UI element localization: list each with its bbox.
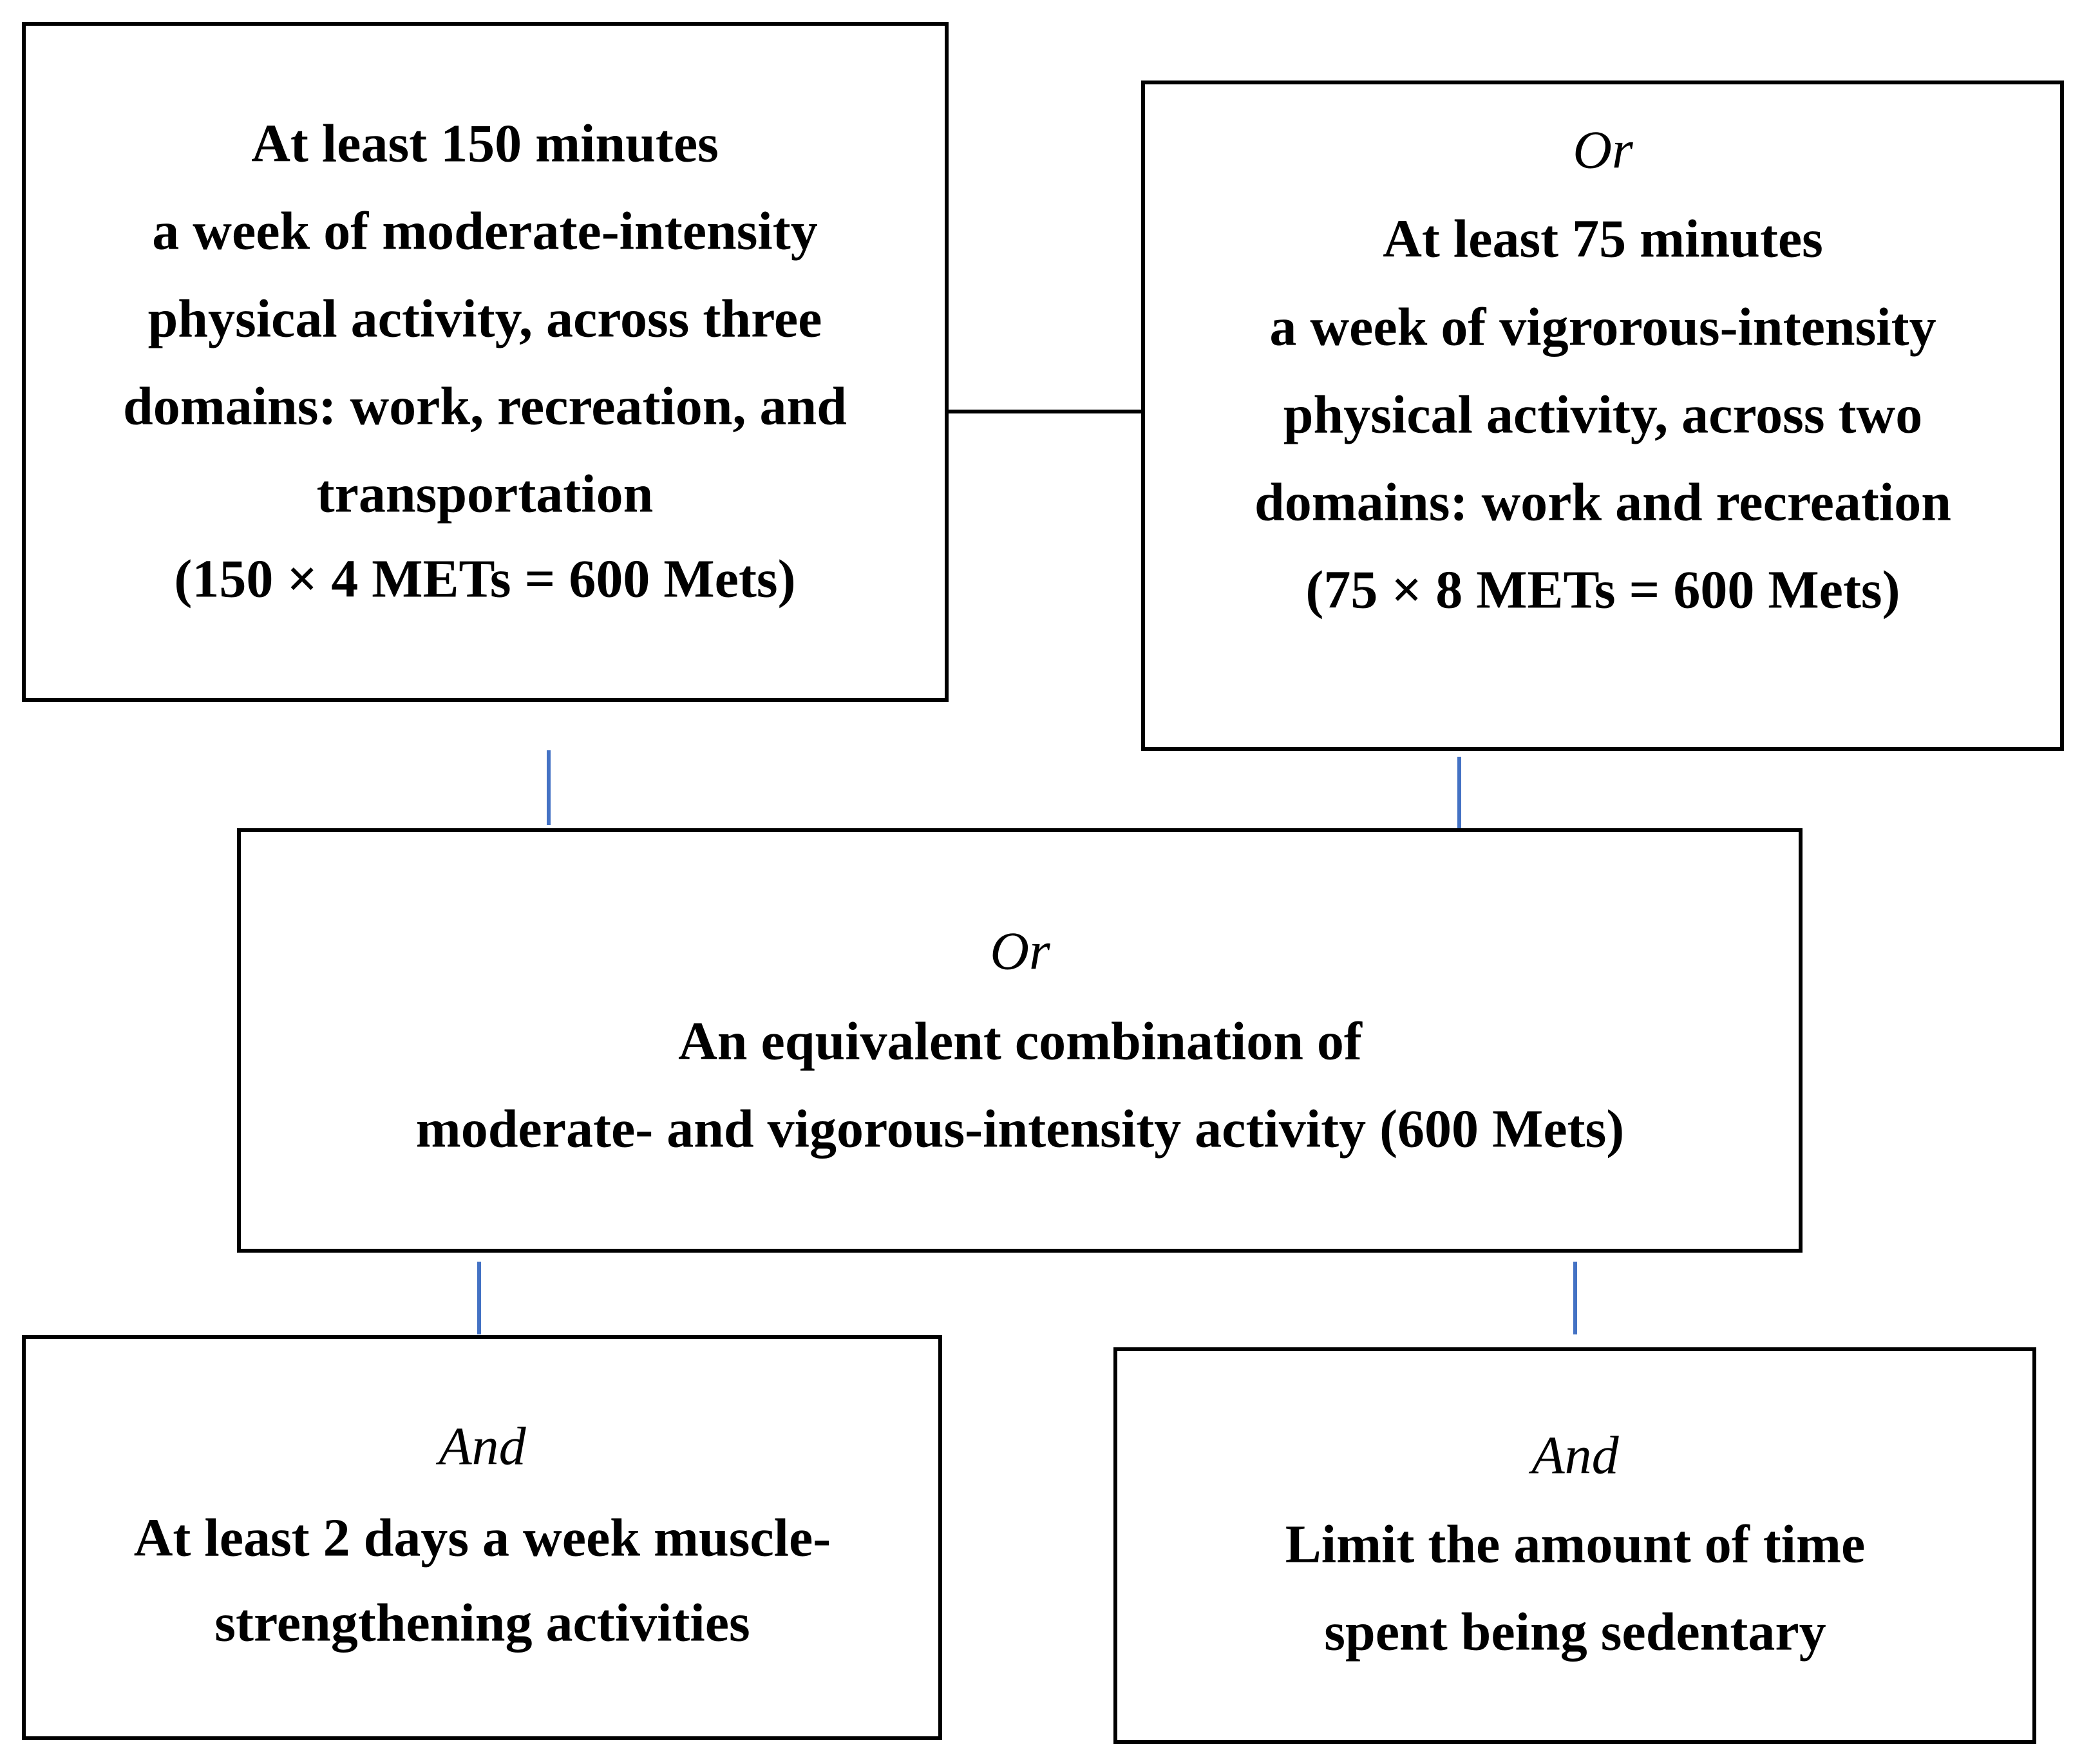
box-text: moderate- and vigorous-intensity activit… bbox=[416, 1099, 1625, 1159]
box-text: Limit the amount of time bbox=[1285, 1514, 1866, 1574]
connector-label: Or bbox=[1573, 120, 1633, 180]
box-text: domains: work, recreation, and bbox=[123, 376, 847, 436]
box bbox=[1141, 81, 2064, 751]
box-text: physical activity, across two bbox=[1283, 384, 1922, 444]
box bbox=[22, 1335, 942, 1740]
box-text: An equivalent combination of bbox=[678, 1011, 1363, 1071]
box-text: physical activity, across three bbox=[148, 289, 822, 348]
box bbox=[22, 22, 949, 702]
box-text: domains: work and recreation bbox=[1254, 472, 1951, 532]
box-text: At least 150 minutes bbox=[251, 113, 719, 173]
connector-label: Or bbox=[990, 921, 1050, 981]
box-text: At least 2 days a week muscle- bbox=[134, 1508, 831, 1568]
box bbox=[237, 828, 1803, 1253]
box-text: spent being sedentary bbox=[1324, 1602, 1826, 1662]
box-text: (75 × 8 METs = 600 Mets) bbox=[1305, 560, 1900, 620]
box bbox=[1113, 1347, 2036, 1744]
connector-label: And bbox=[435, 1416, 526, 1476]
box-text: transportation bbox=[317, 464, 654, 524]
connector-label: And bbox=[1528, 1425, 1619, 1485]
box-text: a week of moderate-intensity bbox=[152, 201, 817, 261]
box-text: (150 × 4 METs = 600 Mets) bbox=[174, 549, 795, 609]
box-text: At least 75 minutes bbox=[1383, 209, 1823, 269]
box-text: a week of vigrorous-intensity bbox=[1269, 297, 1936, 357]
box-text: strengthening activities bbox=[214, 1593, 750, 1653]
